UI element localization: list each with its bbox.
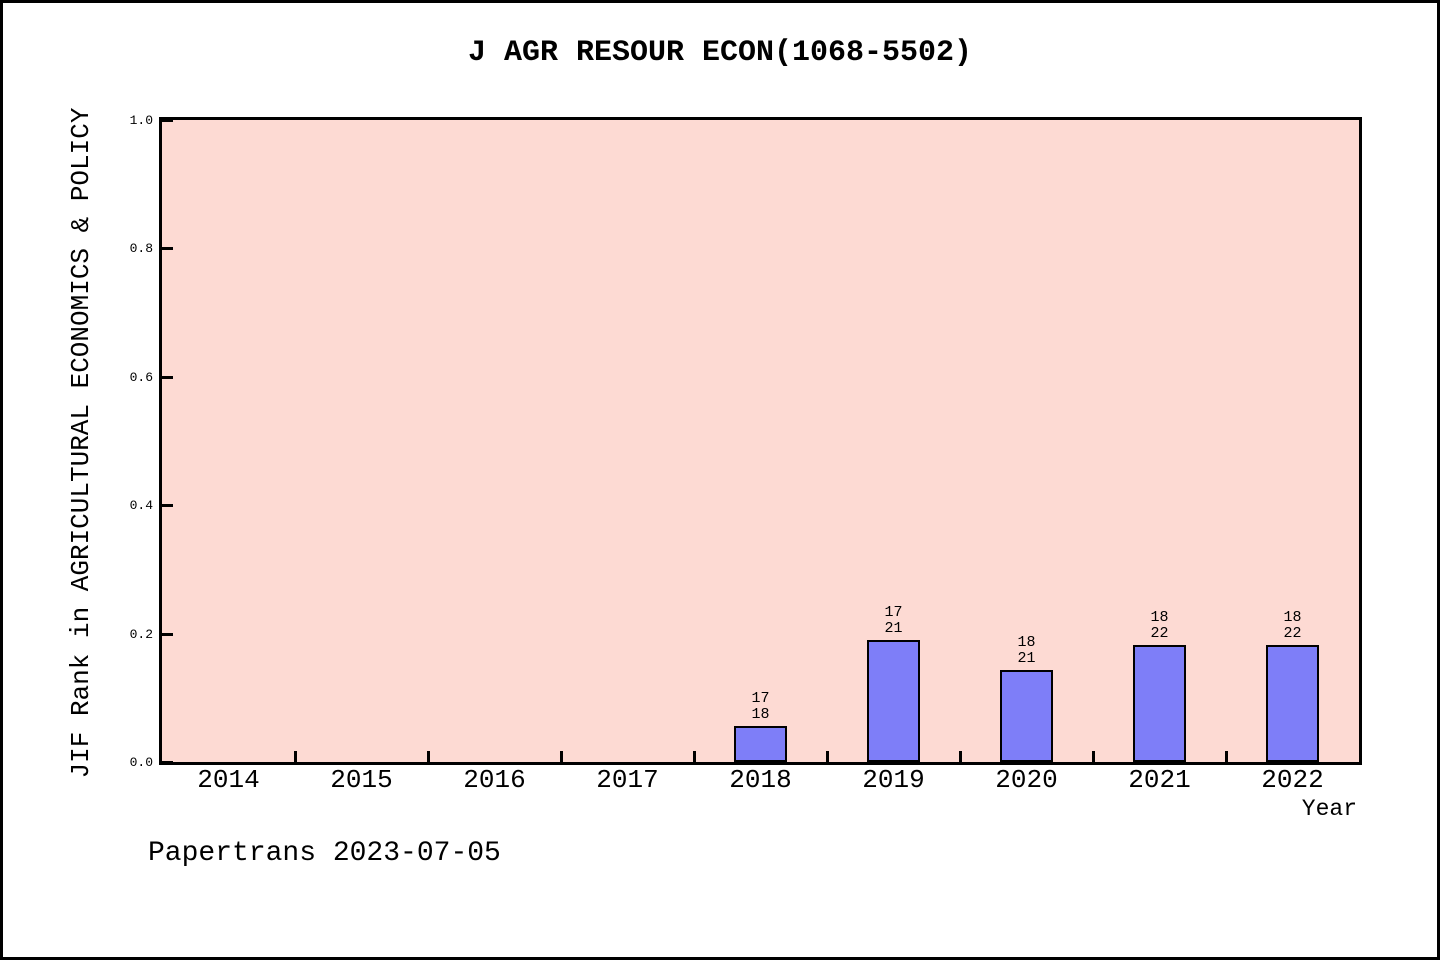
x-tick-mark [1225,751,1228,762]
y-tick-mark [162,761,173,764]
y-axis-label: JIF Rank in AGRICULTURAL ECONOMICS & POL… [66,107,96,779]
bar-2019 [867,640,920,762]
y-tick-mark [162,504,173,508]
bar-value-label-2019: 17 21 [884,604,903,638]
y-tick-label: 0.8 [129,241,153,257]
y-tick-mark [162,119,173,122]
y-tick-mark [162,632,173,636]
x-tick-mark [294,751,297,762]
x-tick-mark [560,751,563,762]
y-tick-label: 1.0 [129,113,153,128]
x-tick-label-2022: 2022 [1261,765,1324,795]
y-tick-label: 0.2 [129,626,153,642]
y-tick-label: 0.0 [129,755,153,770]
x-tick-label-2015: 2015 [330,765,393,795]
x-tick-mark [959,751,962,762]
footer-note: Papertrans 2023-07-05 [148,838,501,869]
x-tick-mark [427,751,430,762]
plot-area: 17 18 17 21 18 21 18 22 18 22 [159,117,1362,765]
x-tick-mark [1092,751,1095,762]
bar-value-label-2021: 18 22 [1150,609,1169,643]
bar-2018 [734,726,787,762]
x-tick-label-2017: 2017 [596,765,659,795]
bar-value-label-2020: 18 21 [1017,634,1036,668]
y-tick-label: 0.4 [129,498,153,514]
y-tick-label: 0.6 [129,369,153,385]
x-axis-label: Year [1301,796,1357,822]
x-tick-label-2021: 2021 [1128,765,1191,795]
x-tick-label-2016: 2016 [463,765,526,795]
bar-value-label-2018: 17 18 [751,690,770,724]
y-tick-mark [162,247,173,251]
x-tick-mark [693,751,696,762]
bar-2020 [1000,670,1053,762]
x-tick-label-2018: 2018 [729,765,792,795]
x-tick-label-2014: 2014 [197,765,260,795]
bar-value-label-2022: 18 22 [1283,609,1302,643]
x-tick-label-2020: 2020 [995,765,1058,795]
chart-title: J AGR RESOUR ECON(1068-5502) [467,36,973,70]
bar-2022 [1266,645,1319,762]
bar-2021 [1133,645,1186,762]
x-tick-label-2019: 2019 [862,765,925,795]
y-tick-mark [162,375,173,379]
x-tick-mark [826,751,829,762]
